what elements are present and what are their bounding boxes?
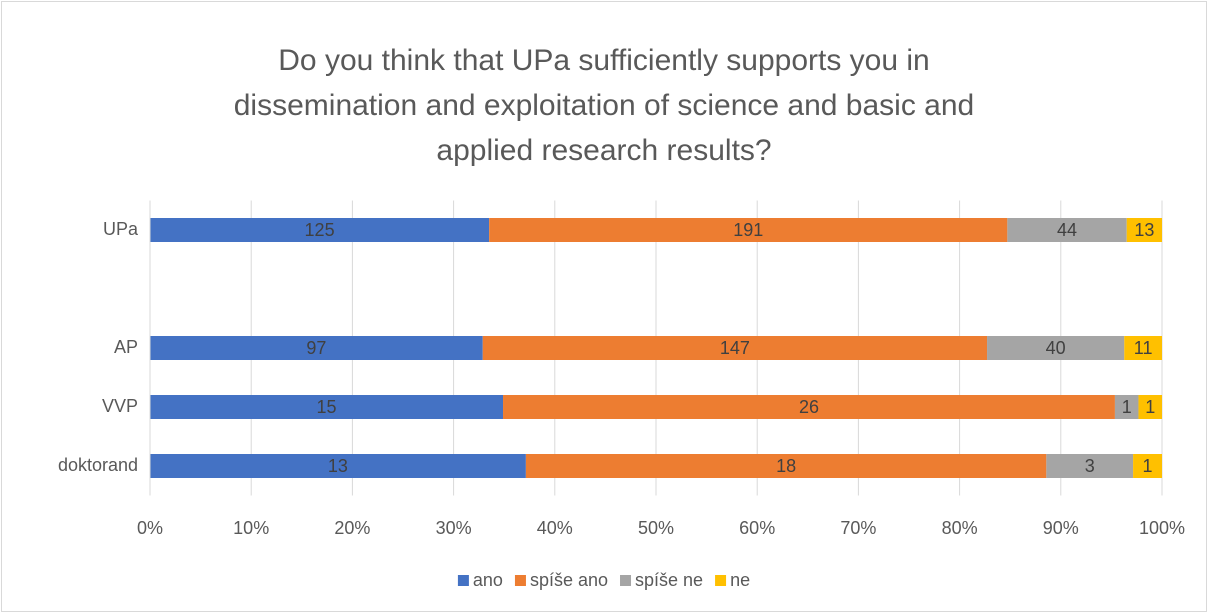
bar-segment xyxy=(150,336,483,360)
data-label: 191 xyxy=(733,220,763,240)
x-tick-label: 0% xyxy=(137,518,163,538)
bar-segment xyxy=(1007,218,1127,242)
data-label: 40 xyxy=(1046,338,1066,358)
data-label: 26 xyxy=(799,397,819,417)
data-label: 44 xyxy=(1057,220,1077,240)
bar-segment xyxy=(987,336,1125,360)
bar-segment xyxy=(1126,218,1162,242)
data-label: 3 xyxy=(1085,456,1095,476)
x-tick-label: 80% xyxy=(942,518,978,538)
chart-title: Do you think that UPa sufficiently suppo… xyxy=(233,44,975,167)
x-tick-label: 100% xyxy=(1139,518,1185,538)
legend-label: ano xyxy=(473,570,503,590)
data-label: 147 xyxy=(720,338,750,358)
y-tick-label: VVP xyxy=(102,396,138,416)
bar-segment xyxy=(1124,336,1162,360)
bar-segment xyxy=(525,454,1047,478)
bar-segment xyxy=(150,454,526,478)
x-tick-label: 50% xyxy=(638,518,674,538)
x-tick-label: 40% xyxy=(537,518,573,538)
y-tick-label: UPa xyxy=(103,219,139,239)
bar-segment xyxy=(489,218,1008,242)
data-label: 15 xyxy=(316,397,336,417)
y-tick-label: doktorand xyxy=(58,455,138,475)
x-tick-label: 70% xyxy=(840,518,876,538)
y-tick-label: AP xyxy=(114,337,138,357)
bar-segment xyxy=(150,218,490,242)
x-tick-label: 30% xyxy=(436,518,472,538)
legend-swatch xyxy=(514,575,526,586)
bar-segment xyxy=(482,336,988,360)
data-label: 18 xyxy=(776,456,796,476)
bar-segment xyxy=(1046,454,1134,478)
legend-label: spíše ano xyxy=(530,570,608,590)
data-label: 13 xyxy=(328,456,348,476)
x-tick-label: 90% xyxy=(1043,518,1079,538)
data-label: 1 xyxy=(1145,397,1155,417)
data-label: 1 xyxy=(1122,397,1132,417)
data-label: 1 xyxy=(1143,456,1153,476)
data-label: 13 xyxy=(1134,220,1154,240)
bar-segment xyxy=(1138,395,1162,419)
bar-segment xyxy=(1114,395,1139,419)
x-tick-label: 20% xyxy=(334,518,370,538)
bar-segment xyxy=(1133,454,1162,478)
data-label: 97 xyxy=(306,338,326,358)
legend-swatch xyxy=(715,575,727,586)
data-label: 125 xyxy=(305,220,335,240)
legend-swatch xyxy=(620,575,632,586)
bar-segment xyxy=(150,395,504,419)
x-tick-label: 10% xyxy=(233,518,269,538)
x-tick-label: 60% xyxy=(739,518,775,538)
data-label: 11 xyxy=(1134,338,1153,358)
legend-label: spíše ne xyxy=(635,570,703,590)
bar-segment xyxy=(503,395,1115,419)
legend-label: ne xyxy=(730,570,750,590)
legend-swatch xyxy=(457,575,469,586)
